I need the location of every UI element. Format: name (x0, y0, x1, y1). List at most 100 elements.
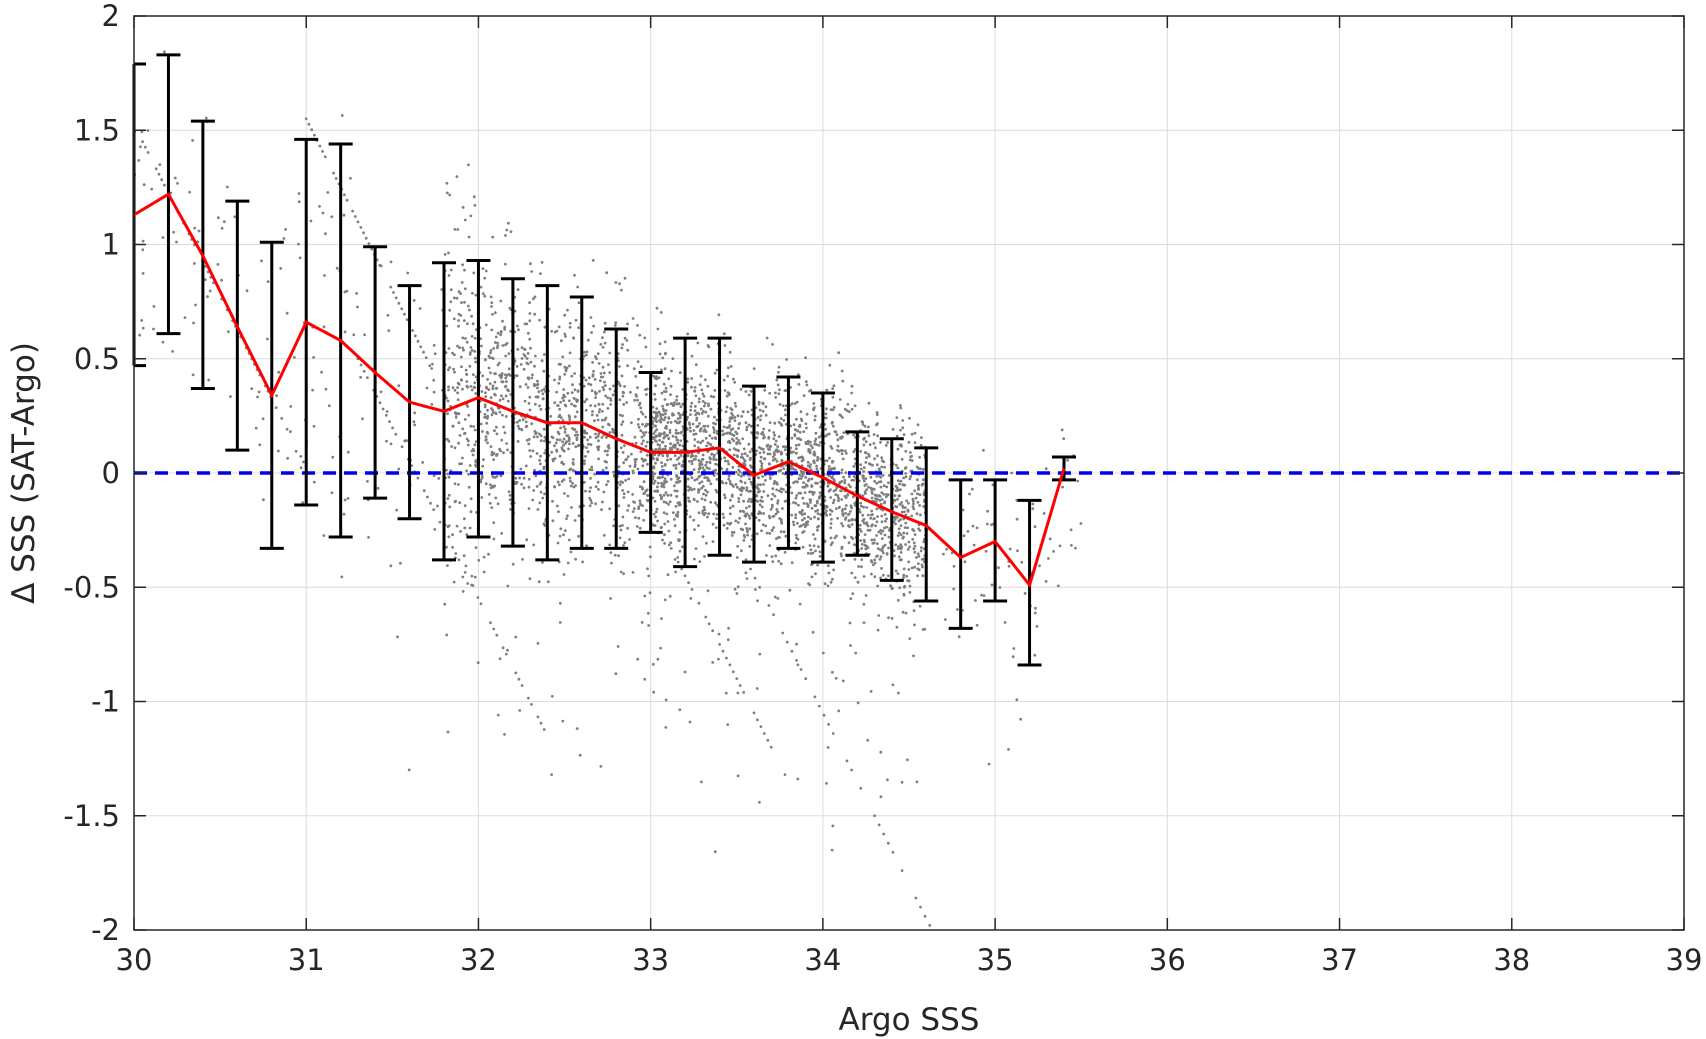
scatter-point (837, 709, 841, 713)
scatter-point (669, 541, 673, 545)
scatter-point (612, 470, 615, 474)
scatter-point (446, 437, 449, 441)
scatter-point (584, 455, 587, 458)
scatter-point (539, 434, 543, 438)
scatter-point (447, 535, 451, 539)
scatter-point (504, 354, 508, 358)
scatter-point (624, 479, 627, 482)
scatter-point (775, 378, 779, 382)
scatter-point (710, 452, 713, 456)
scatter-point (321, 211, 325, 215)
scatter-point (825, 407, 828, 411)
scatter-point (594, 355, 597, 359)
scatter-point (757, 512, 760, 516)
scatter-point (740, 549, 743, 553)
scatter-point (204, 116, 208, 120)
scatter-point (651, 496, 655, 500)
scatter-point (864, 477, 868, 480)
scatter-point (629, 390, 632, 394)
scatter-point (777, 449, 780, 453)
scatter-point (487, 493, 491, 496)
scatter-point (902, 531, 906, 535)
scatter-point (715, 418, 719, 422)
scatter-point (881, 473, 885, 477)
scatter-point (688, 720, 692, 724)
scatter-point (765, 336, 769, 340)
scatter-point (208, 289, 212, 293)
scatter-point (474, 360, 477, 364)
scatter-point (812, 491, 816, 494)
scatter-point (678, 708, 682, 712)
scatter-point (428, 364, 432, 368)
scatter-point (558, 601, 562, 605)
scatter-point (489, 486, 493, 490)
scatter-point (534, 402, 537, 406)
scatter-point (457, 441, 460, 445)
scatter-point (453, 411, 457, 415)
scatter-point (518, 419, 521, 422)
scatter-point (467, 485, 471, 489)
scatter-point (911, 528, 914, 531)
scatter-point (351, 209, 354, 213)
scatter-point (738, 470, 742, 473)
scatter-point (676, 501, 680, 505)
scatter-point (802, 502, 806, 505)
scatter-point (697, 490, 700, 494)
scatter-point (881, 573, 885, 577)
scatter-point (445, 181, 449, 185)
scatter-point (837, 449, 841, 453)
scatter-point (453, 388, 457, 392)
scatter-point (157, 172, 161, 176)
scatter-point (818, 491, 822, 495)
scatter-point (944, 618, 947, 621)
scatter-point (817, 496, 821, 500)
scatter-point (873, 480, 876, 483)
scatter-point (914, 496, 918, 500)
scatter-point (504, 415, 508, 418)
scatter-point (875, 534, 878, 537)
scatter-point (643, 594, 647, 598)
scatter-point (470, 335, 474, 338)
scatter-point (526, 352, 530, 355)
scatter-point (574, 445, 578, 449)
scatter-point (779, 469, 782, 472)
scatter-point (569, 479, 572, 483)
scatter-point (453, 228, 457, 231)
scatter-point (831, 460, 835, 463)
scatter-point (829, 496, 832, 499)
scatter-point (813, 504, 817, 508)
scatter-point (779, 518, 783, 521)
scatter-point (662, 390, 666, 393)
scatter-point (975, 526, 979, 530)
scatter-point (733, 587, 737, 591)
scatter-point (638, 333, 642, 337)
scatter-point (876, 515, 879, 518)
scatter-point (641, 464, 645, 468)
scatter-point (768, 421, 772, 424)
scatter-point (618, 536, 622, 540)
scatter-point (667, 543, 671, 547)
scatter-point (387, 329, 391, 333)
scatter-point (991, 483, 995, 487)
scatter-point (612, 384, 615, 388)
scatter-point (687, 581, 690, 585)
scatter-point (796, 480, 799, 484)
scatter-point (445, 468, 448, 472)
scatter-point (840, 471, 843, 475)
scatter-point (873, 558, 877, 562)
scatter-point (899, 406, 903, 410)
scatter-point (638, 401, 642, 405)
scatter-point (739, 527, 743, 531)
scatter-point (683, 670, 687, 674)
scatter-point (748, 527, 752, 531)
scatter-point (867, 401, 871, 405)
scatter-point (298, 256, 302, 260)
scatter-point (875, 481, 879, 485)
scatter-point (831, 824, 835, 828)
scatter-point (805, 383, 809, 387)
scatter-point (462, 319, 466, 322)
scatter-point (728, 512, 732, 516)
scatter-point (568, 476, 572, 480)
scatter-point (492, 521, 496, 524)
scatter-point (802, 523, 806, 526)
